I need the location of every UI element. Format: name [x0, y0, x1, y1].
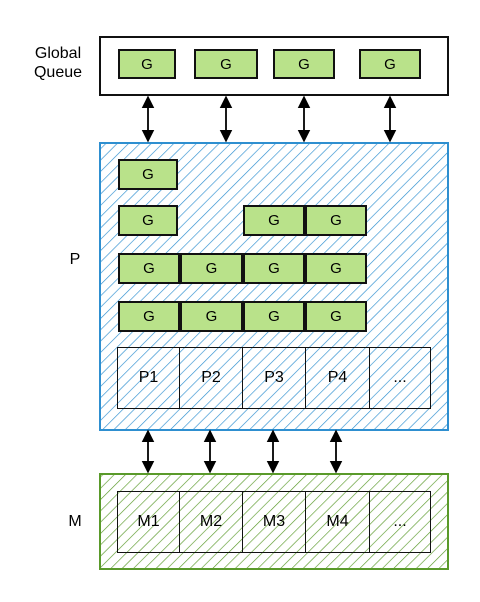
p-queue-row3-g-2: G	[180, 253, 243, 284]
global-queue-g-3: G	[273, 49, 335, 79]
processor-p2: P2	[179, 347, 243, 409]
p-queue-row4-g-2: G	[180, 301, 243, 332]
p-queue-row4-g-1: G	[118, 301, 180, 332]
p-queue-row2-g-1: G	[118, 205, 178, 236]
p-label: P	[69, 251, 81, 268]
p-queue-row3-g-1: G	[118, 253, 180, 284]
processor-p1: P1	[117, 347, 180, 409]
processor-more: ...	[369, 347, 431, 409]
machine-m2: M2	[179, 491, 243, 553]
machine-m3: M3	[242, 491, 306, 553]
global-queue-g-4: G	[359, 49, 421, 79]
p-queue-row1-g-1: G	[118, 159, 178, 190]
machine-m1: M1	[117, 491, 180, 553]
processor-p3: P3	[242, 347, 306, 409]
global-queue-g-1: G	[118, 49, 176, 79]
global-queue-g-2: G	[194, 49, 258, 79]
machine-more: ...	[369, 491, 431, 553]
m-label: M	[68, 513, 82, 530]
p-queue-row3-g-3: G	[243, 253, 305, 284]
p-queue-row2-g-4: G	[305, 205, 367, 236]
m-region	[99, 473, 449, 570]
p-region	[99, 142, 449, 431]
p-queue-row2-g-3: G	[243, 205, 305, 236]
p-queue-row4-g-4: G	[305, 301, 367, 332]
processor-p4: P4	[305, 347, 370, 409]
p-queue-row3-g-4: G	[305, 253, 367, 284]
machine-m4: M4	[305, 491, 370, 553]
global-queue-label: Global Queue	[33, 45, 83, 81]
p-queue-row4-g-3: G	[243, 301, 305, 332]
